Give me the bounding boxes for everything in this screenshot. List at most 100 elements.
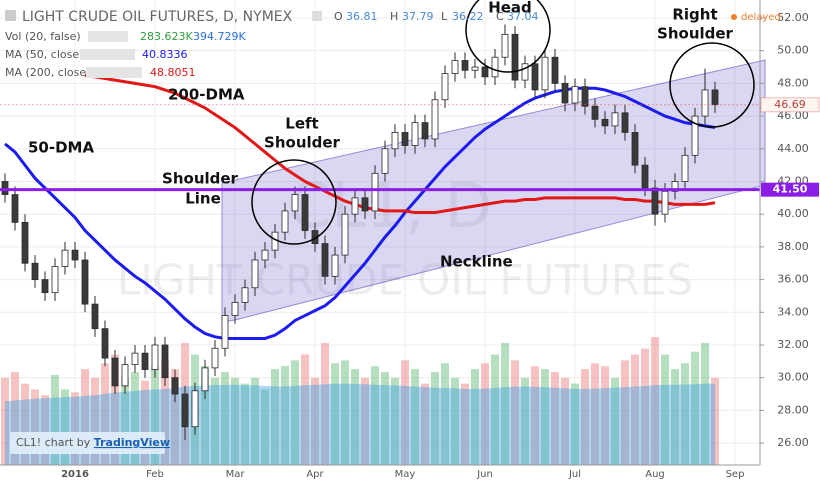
candle-body [691,115,699,156]
candle-body [101,328,109,359]
volume-bar [171,369,179,465]
volume-bar [61,389,69,465]
moving-average [84,73,716,215]
volume-bar [371,366,379,465]
indicator-name: MA (200, close) [5,66,90,79]
candle-body [631,132,639,166]
x-tick-label: Sep [726,469,745,480]
icon[interactable] [5,10,16,21]
candle-body [581,86,589,107]
volume-bar [341,360,349,465]
indicator-value: 394.729K [193,30,246,43]
candle-body [501,33,509,58]
candle-body [491,56,499,78]
candle-body [571,86,579,104]
candle-body [321,243,329,277]
annotation: Shoulder [264,134,341,152]
volume-bar [101,363,109,465]
readout-label: L [441,10,448,23]
volume-bar [661,354,669,465]
annotation: Right [672,6,717,24]
volume-bar [121,377,129,465]
volume-bar [281,366,289,465]
candle-body [611,112,619,127]
candle-body [561,82,569,104]
annotation: Shoulder [162,170,239,188]
candle-body [141,352,149,370]
icon[interactable] [88,31,128,42]
icon[interactable] [312,11,322,21]
axis: 26.00 28.00 30.00 32.00 34.00 36.00 38.00 40.00… [61,11,820,480]
volume-bar [421,383,429,465]
candle-body [21,221,29,264]
y-tick-label: 48.00 [777,76,809,89]
candle-body [541,56,549,91]
volume-bar [51,374,59,465]
candle-body [451,60,459,74]
candle-body [481,66,489,78]
watermark: LIGHT CRUDE OIL FUTURES [117,256,693,305]
volume-bar [311,377,319,465]
x-tick-label: Jul [568,469,581,480]
volume-bar [541,369,549,465]
volume-bar [11,372,19,465]
y-tick-label: 46.00 [777,109,809,122]
candle-body [701,89,709,117]
y-tick-label: 36.00 [777,273,809,286]
volume-bar [441,363,449,465]
candle-body [591,105,599,120]
source-link[interactable]: TradingView [94,436,170,449]
volume-bar [241,383,249,465]
y-tick-label: 30.00 [777,371,809,384]
volume-bar [381,372,389,465]
candle-body [361,197,369,212]
annotation: Head [488,0,532,17]
volume-bar [521,377,529,465]
candle-body [511,33,519,81]
y-tick-label: 38.00 [777,240,809,253]
readout-label: O [334,10,343,23]
volume-bar [631,354,639,465]
chart-title: LIGHT CRUDE OIL FUTURES, D, NYMEX [22,9,293,25]
candle-body [41,279,49,294]
volume-bar [391,377,399,465]
candle-body [461,60,469,71]
volume-bar [291,360,299,465]
x-tick-label: May [395,469,416,480]
volume-bar [91,377,99,465]
hline-label: 41.50 [773,183,808,196]
candle-body [131,352,139,366]
candle-body [421,122,429,140]
volume-bar [701,342,709,465]
candle-body [601,118,609,127]
candle-body [651,187,659,215]
x-tick-label: Mar [226,469,246,480]
candle-body [331,254,339,277]
icon[interactable] [80,49,135,60]
volume-bar [581,369,589,465]
volume-bar [471,369,479,465]
volume-bar [611,377,619,465]
circle [251,159,337,245]
volume-bar [571,383,579,465]
volume-bar [641,348,649,465]
y-tick-label: 32.00 [777,338,809,351]
candle-body [671,181,679,192]
y-tick-label: 50.00 [777,44,809,57]
candle-body [661,190,669,215]
candle-body [411,122,419,146]
readout-value: 36.81 [346,10,378,23]
volume-bar [231,377,239,465]
x-tick-label: Feb [146,469,164,480]
y-tick-label: 28.00 [777,403,809,416]
candle-body [341,213,349,256]
volume-bar [321,342,329,465]
y-tick-label: 34.00 [777,305,809,318]
volume-bar [491,354,499,465]
icon[interactable] [86,67,142,78]
readout-value: 37.79 [402,10,434,23]
volume-bar [481,363,489,465]
volume-bar [361,377,369,465]
candle-body [371,172,379,212]
